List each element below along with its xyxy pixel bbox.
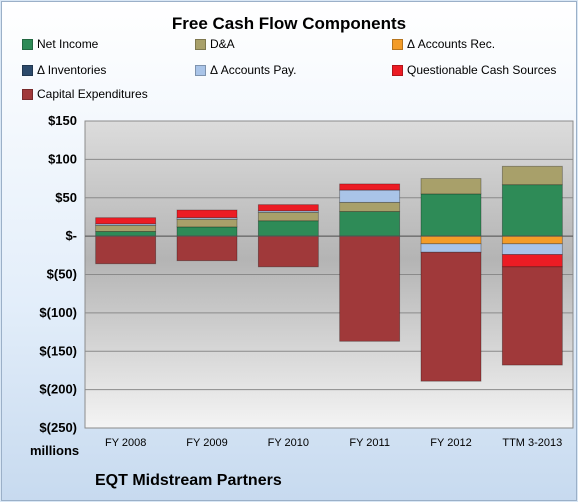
legend-label-6: Capital Expenditures xyxy=(37,87,148,101)
bar-segment xyxy=(176,226,238,237)
x-tick-label: TTM 3-2013 xyxy=(502,437,562,449)
bar-segment xyxy=(257,220,319,237)
bar-segment xyxy=(257,235,319,268)
bar-segment xyxy=(95,217,157,225)
y-tick-label: $(200) xyxy=(39,382,77,397)
chart-title: Free Cash Flow Components xyxy=(171,14,407,33)
y-tick-label: $50 xyxy=(55,190,77,205)
legend-swatch-4 xyxy=(195,64,206,76)
bar-segment xyxy=(339,183,401,191)
legend-label-2: Δ Accounts Rec. xyxy=(407,37,496,51)
legend-item-6: Capital Expenditures xyxy=(22,87,148,101)
bar-segment xyxy=(95,235,157,265)
legend-swatch-3 xyxy=(22,64,33,76)
legend-item-3: Δ Inventories xyxy=(22,63,106,77)
y-tick-label: $(100) xyxy=(39,305,77,320)
legend-label-0: Net Income xyxy=(37,37,99,51)
y-tick-label: $(150) xyxy=(39,343,77,358)
legend-item-4: Δ Accounts Pay. xyxy=(195,63,297,77)
bar-segment xyxy=(176,209,238,219)
bar-segment xyxy=(257,211,319,222)
bar-segment xyxy=(501,165,563,186)
x-tick-label: FY 2009 xyxy=(186,437,227,449)
legend-label-5: Questionable Cash Sources xyxy=(407,63,557,77)
legend-swatch-1 xyxy=(195,38,206,50)
y-tick-label: $150 xyxy=(48,113,77,128)
y-tick-label: $- xyxy=(65,228,77,243)
y-tick-label: $(50) xyxy=(47,267,77,282)
y-tick-label: $(250) xyxy=(39,420,77,435)
legend-item-2: Δ Accounts Rec. xyxy=(392,37,495,51)
bar-segment xyxy=(420,251,482,382)
legend-label-1: D&A xyxy=(210,37,235,51)
x-tick-label: FY 2012 xyxy=(430,437,471,449)
legend-label-4: Δ Accounts Pay. xyxy=(210,63,297,77)
chart-footer: EQT Midstream Partners xyxy=(95,472,282,489)
legend-swatch-6 xyxy=(22,88,33,100)
legend-item-0: Net Income xyxy=(22,37,98,51)
x-tick-label: FY 2011 xyxy=(349,437,390,449)
bar-segment xyxy=(501,184,563,237)
x-tick-label: FY 2010 xyxy=(268,437,309,449)
bar-segment xyxy=(420,235,482,245)
x-tick-label: FY 2008 xyxy=(105,437,146,449)
legend-label-3: Δ Inventories xyxy=(37,63,107,77)
bar-segment xyxy=(176,218,238,228)
bar-segment xyxy=(176,235,238,262)
legend-swatch-2 xyxy=(392,38,403,50)
bar-segment xyxy=(95,231,157,237)
bar-segment xyxy=(257,204,319,212)
units-label: millions xyxy=(30,443,80,458)
legend-item-1: D&A xyxy=(195,37,235,51)
bar-segment xyxy=(339,189,401,203)
legend-item-5: Questionable Cash Sources xyxy=(392,63,556,77)
bar-segment xyxy=(339,211,401,237)
bar-segment xyxy=(501,254,563,268)
bar-segment xyxy=(501,266,563,366)
legend-swatch-0 xyxy=(22,38,33,50)
bar-segment xyxy=(339,235,401,342)
bar-segment xyxy=(420,243,482,253)
y-tick-label: $100 xyxy=(48,151,77,166)
bar-segment xyxy=(339,201,401,212)
bar-segment xyxy=(501,243,563,255)
bar-segment xyxy=(420,178,482,195)
bar-segment xyxy=(420,193,482,237)
bar-segment xyxy=(95,224,157,232)
legend-swatch-5 xyxy=(392,64,403,76)
bar-segment xyxy=(501,235,563,245)
